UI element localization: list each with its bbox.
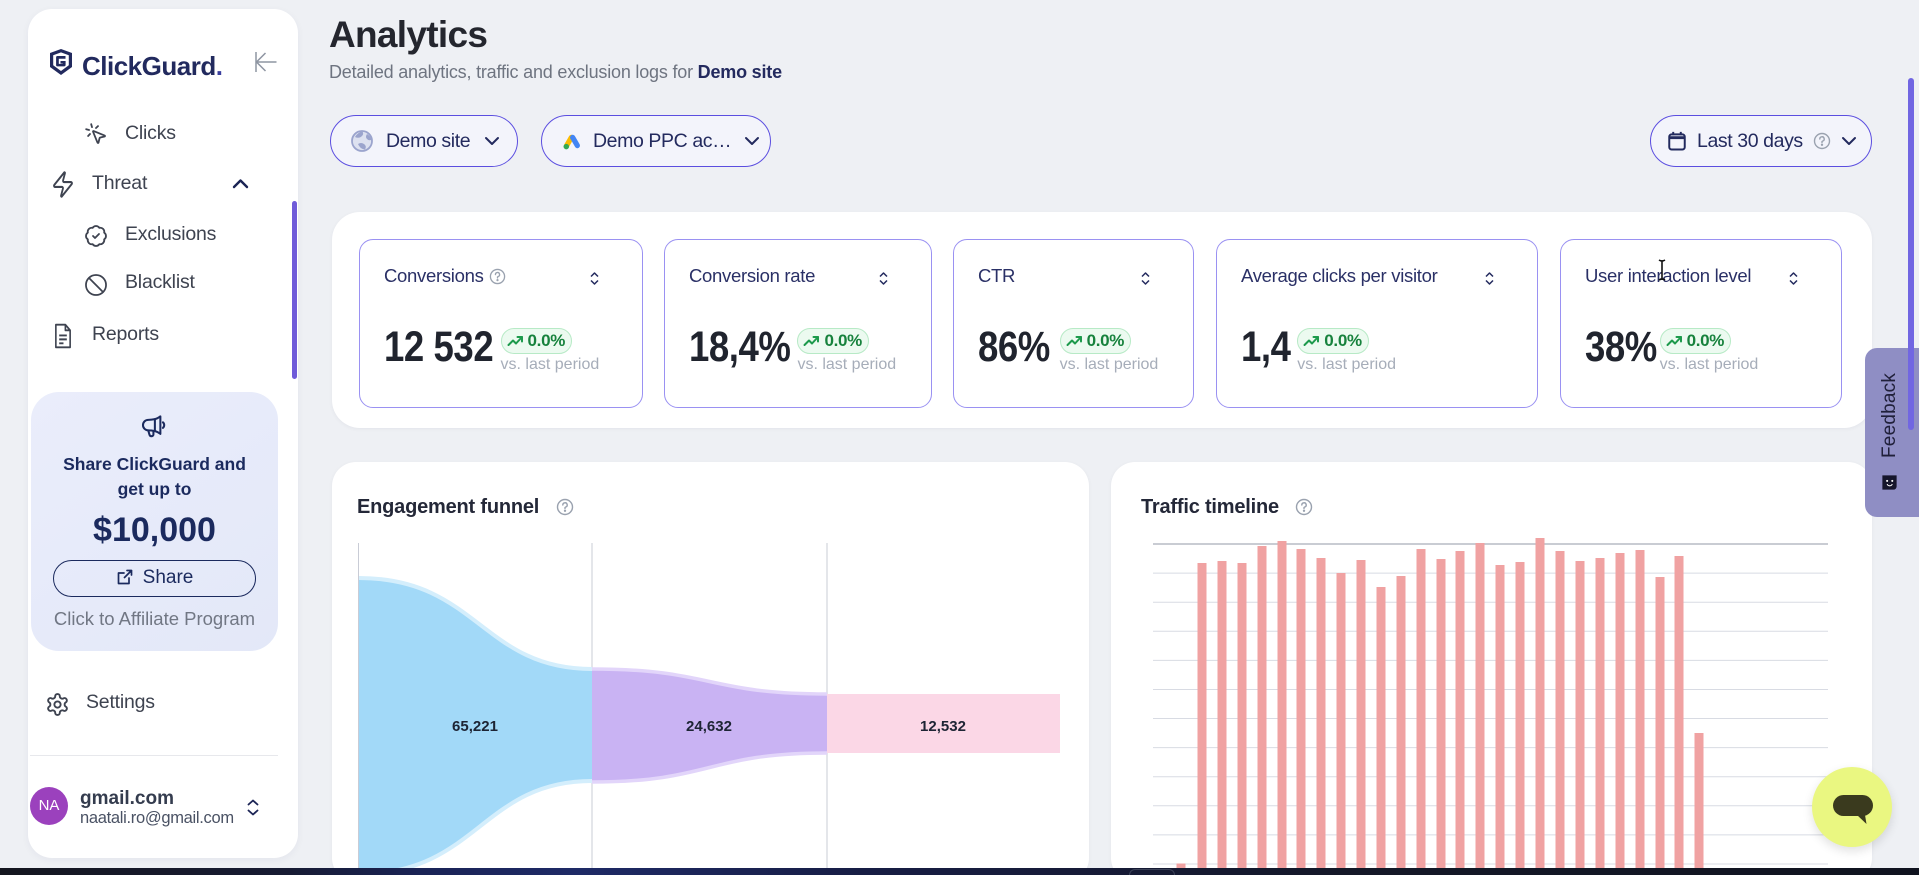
- svg-text:24,632: 24,632: [686, 718, 732, 735]
- svg-text:12,532: 12,532: [920, 718, 966, 735]
- svg-text:65,221: 65,221: [452, 718, 498, 735]
